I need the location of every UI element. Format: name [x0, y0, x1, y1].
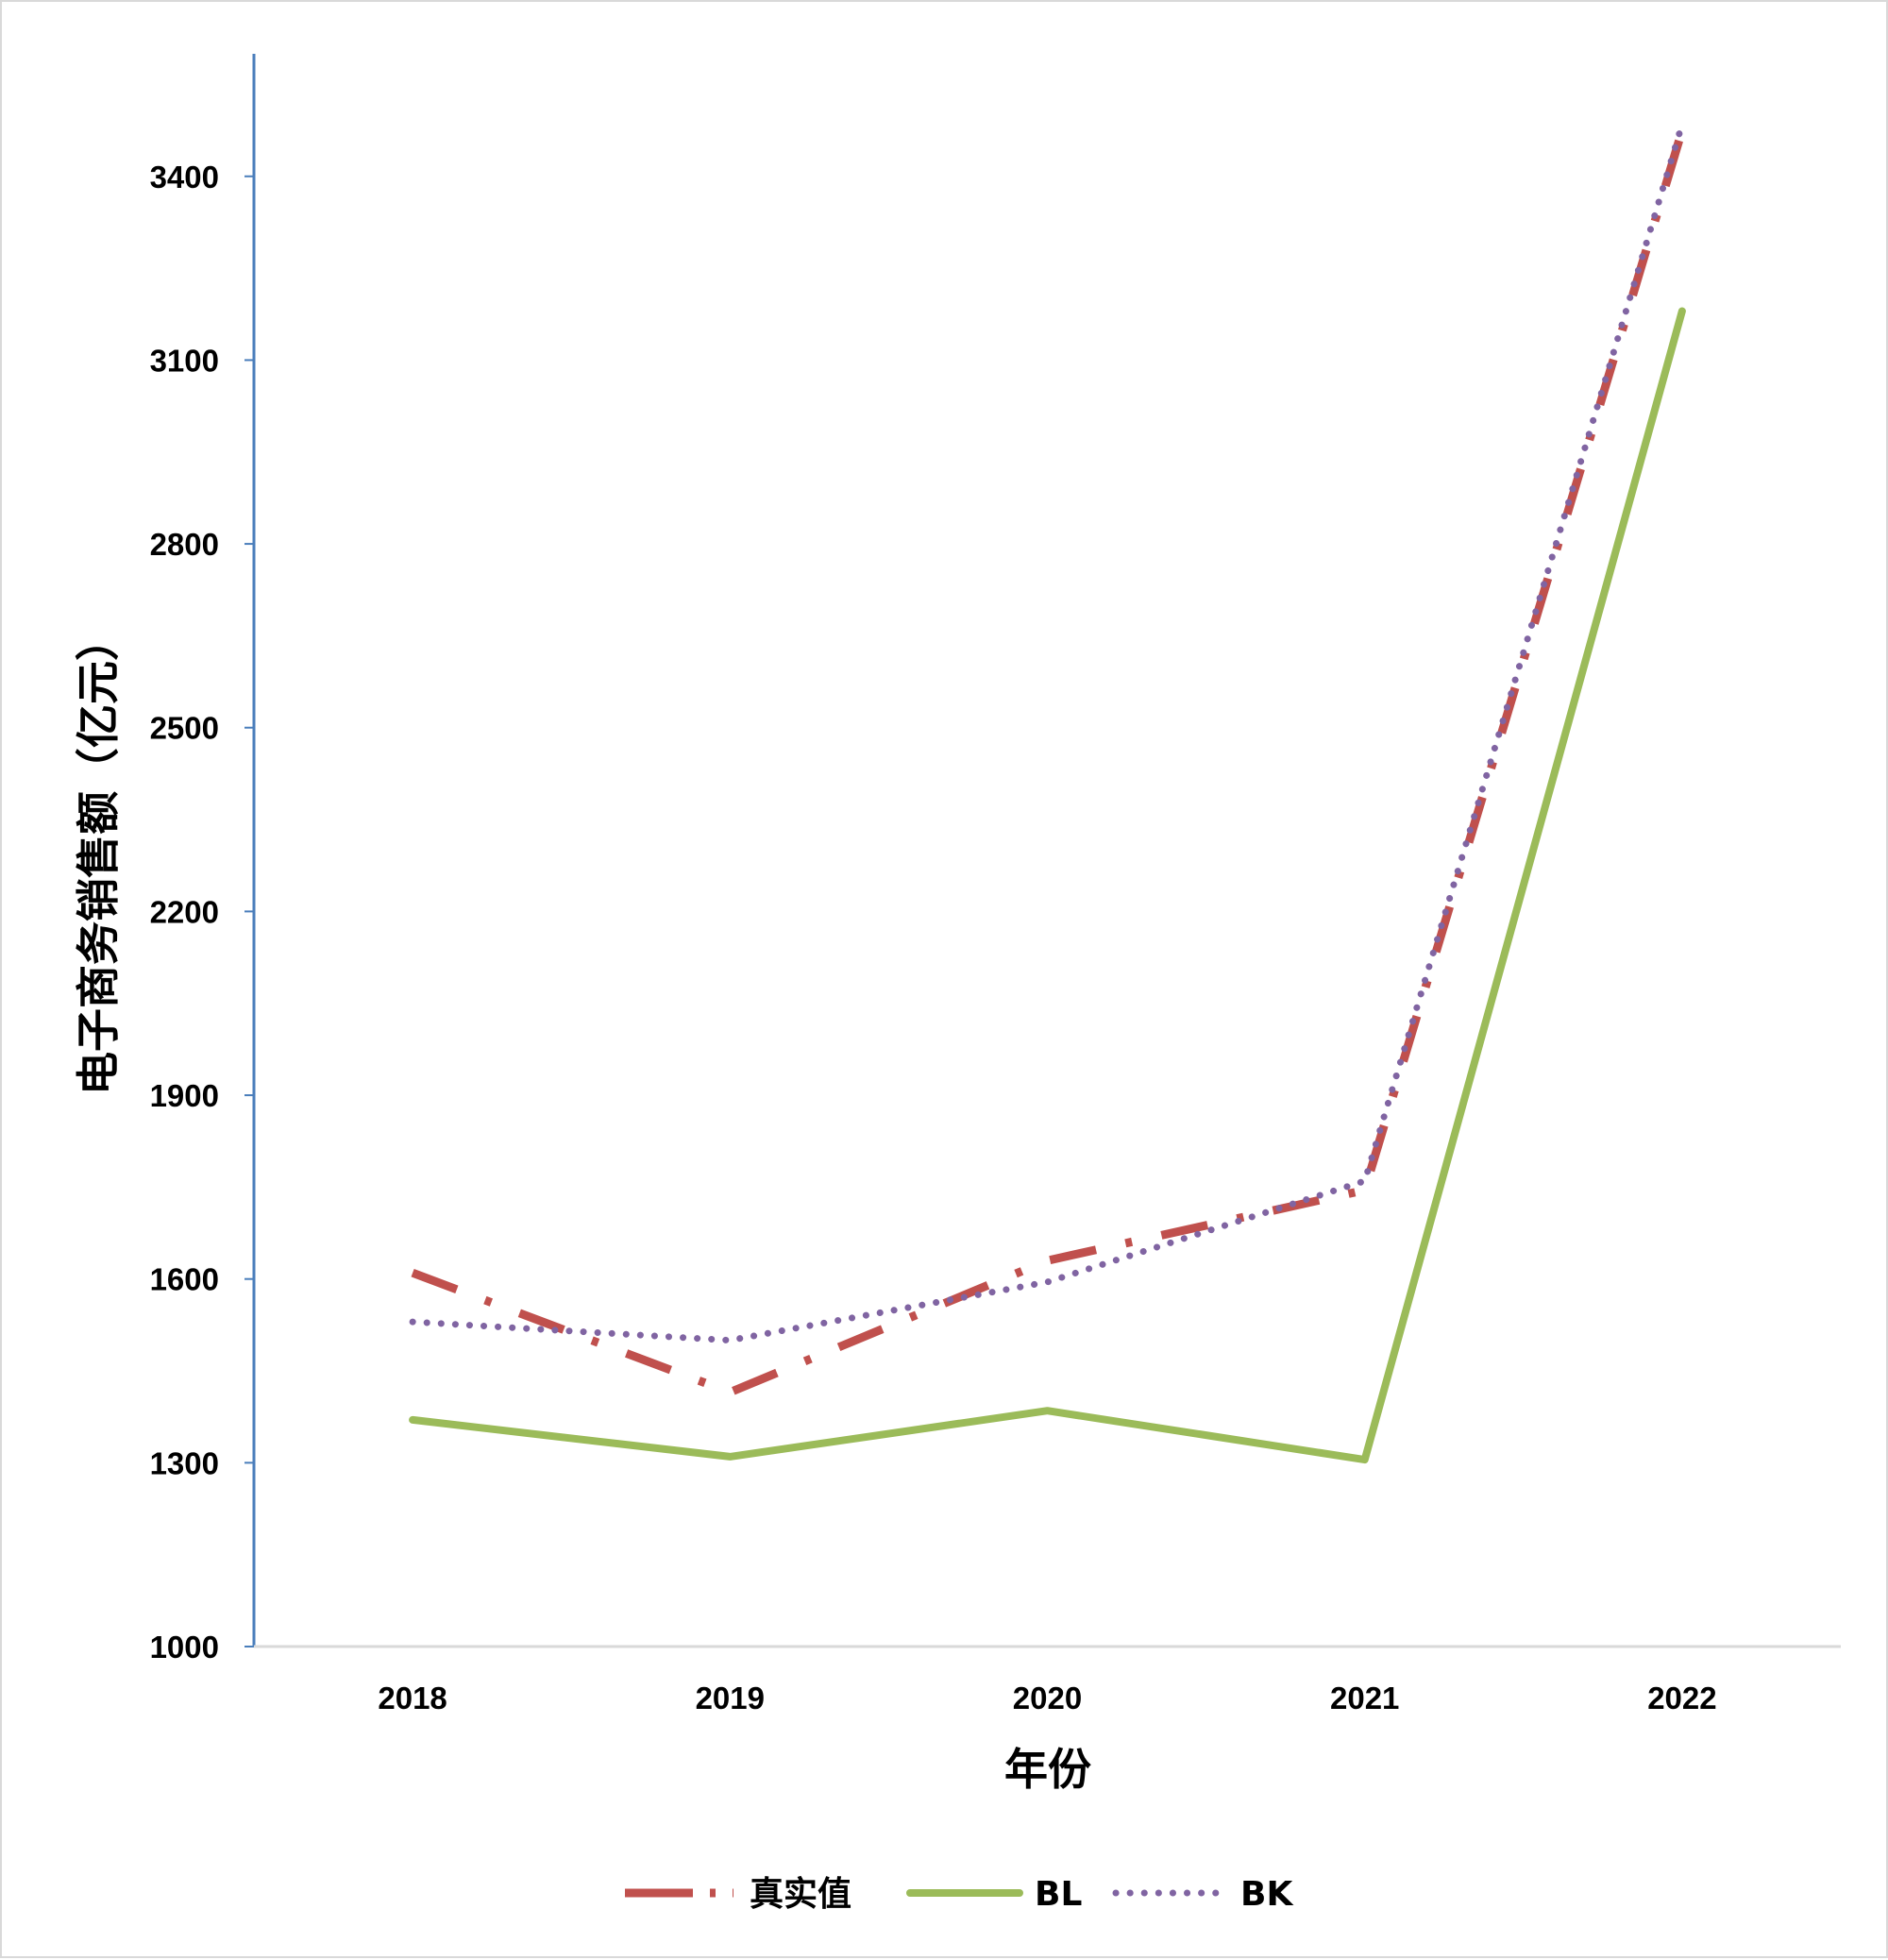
y-tick-label: 3400	[150, 160, 219, 194]
legend-label: 真实值	[750, 1875, 851, 1914]
data-point	[730, 1456, 731, 1457]
data-point	[1047, 1260, 1048, 1261]
series-line-真实值	[411, 128, 1687, 1397]
data-point	[1364, 1180, 1365, 1181]
x-tick-label: 2021	[1330, 1681, 1399, 1715]
data-point	[730, 1340, 731, 1341]
data-point	[1364, 1460, 1365, 1461]
series-line-BL	[409, 307, 1686, 1464]
legend-label: BL	[1035, 1875, 1082, 1914]
legend: 真实值 BL BK	[625, 1875, 1293, 1914]
x-tick-label: 2022	[1647, 1681, 1716, 1715]
data-point	[730, 1392, 731, 1393]
x-tick-label: 2020	[1013, 1681, 1082, 1715]
y-tick-label: 1000	[150, 1630, 219, 1664]
x-tick-label: 2018	[378, 1681, 447, 1715]
y-tick-label: 1600	[150, 1262, 219, 1297]
data-point	[1681, 311, 1682, 312]
y-axis-title: 电子商务销售额（亿元）	[73, 617, 124, 1095]
data-point	[1047, 1281, 1048, 1282]
data-point	[1681, 130, 1682, 131]
y-tick-label: 2200	[150, 894, 219, 929]
x-tick-labels: 2018 2019 2020 2021 2022	[378, 1681, 1716, 1715]
data-point	[1681, 124, 1682, 125]
data-point	[1364, 1190, 1365, 1191]
series-line-BK	[409, 121, 1686, 1344]
y-tick-label: 1300	[150, 1445, 219, 1480]
axes	[252, 54, 1841, 1648]
series-lines	[409, 121, 1687, 1464]
y-tick-label: 2500	[150, 711, 219, 746]
y-tick-labels: 1000 1300 1600 1900 2200 2500 2800 3100 3400	[150, 160, 254, 1664]
legend-label: BK	[1240, 1875, 1293, 1914]
x-tick-label: 2019	[696, 1681, 765, 1715]
y-tick-label: 2800	[150, 527, 219, 562]
y-tick-label: 3100	[150, 343, 219, 378]
x-axis-title: 年份	[1004, 1744, 1091, 1795]
y-tick-label: 1900	[150, 1078, 219, 1113]
